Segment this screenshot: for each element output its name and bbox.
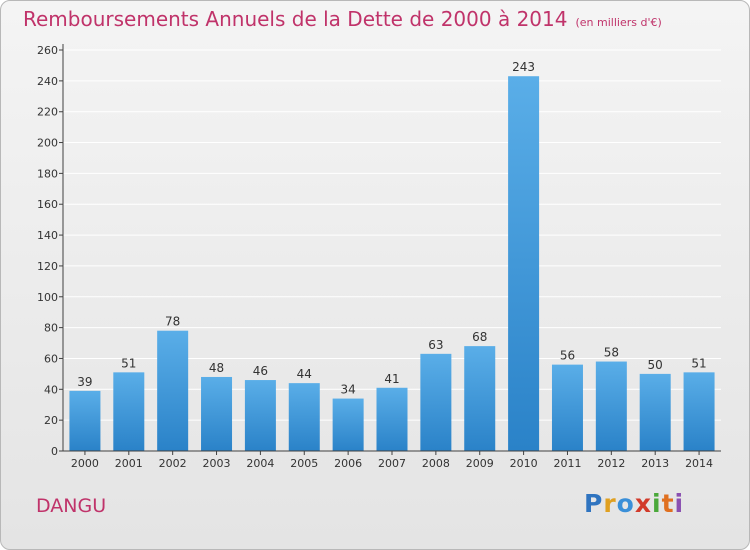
x-tick-label: 2011: [553, 457, 581, 470]
y-tick-label: 140: [37, 229, 58, 242]
bar-2012: [595, 361, 627, 451]
bar-2007: [376, 387, 408, 451]
data-label: 78: [165, 315, 180, 329]
bar-2001: [113, 372, 145, 451]
bar-2002: [157, 330, 189, 451]
data-label: 46: [253, 364, 268, 378]
y-tick-label: 160: [37, 198, 58, 211]
y-tick-label: 60: [44, 352, 58, 365]
chart-unit: (en milliers d'€): [575, 16, 662, 29]
x-tick-label: 2002: [159, 457, 187, 470]
y-tick-label: 180: [37, 167, 58, 180]
y-tick-label: 240: [37, 75, 58, 88]
data-label: 41: [384, 372, 399, 386]
data-label: 50: [648, 358, 663, 372]
y-tick-label: 200: [37, 137, 58, 150]
y-tick-label: 20: [44, 414, 58, 427]
y-tick-label: 260: [37, 44, 58, 57]
x-tick-label: 2014: [685, 457, 713, 470]
data-label: 58: [604, 346, 619, 360]
x-tick-label: 2000: [71, 457, 99, 470]
x-tick-label: 2008: [422, 457, 450, 470]
bar-2003: [201, 376, 233, 451]
bar-2005: [288, 383, 320, 451]
x-tick-label: 2001: [115, 457, 143, 470]
data-label: 243: [512, 60, 535, 74]
x-tick-label: 2009: [466, 457, 494, 470]
x-tick-label: 2004: [246, 457, 274, 470]
data-label: 48: [209, 361, 224, 375]
bar-2006: [332, 398, 364, 451]
x-tick-label: 2007: [378, 457, 406, 470]
y-tick-label: 40: [44, 383, 58, 396]
proxiti-logo: Proxiti: [584, 489, 685, 518]
x-tick-label: 2012: [597, 457, 625, 470]
bar-2011: [551, 364, 583, 451]
y-tick-label: 220: [37, 106, 58, 119]
data-label: 68: [472, 330, 487, 344]
bar-2008: [420, 353, 452, 451]
bar-2009: [464, 346, 496, 451]
y-tick-label: 80: [44, 322, 58, 335]
bar-2000: [69, 390, 101, 451]
x-tick-label: 2006: [334, 457, 362, 470]
bar-2004: [244, 380, 276, 451]
data-label: 44: [297, 367, 312, 381]
data-label: 34: [340, 383, 355, 397]
bar-2010: [508, 76, 540, 451]
y-tick-label: 120: [37, 260, 58, 273]
chart-title: Remboursements Annuels de la Dette de 20…: [23, 7, 662, 31]
x-tick-label: 2005: [290, 457, 318, 470]
commune-name: DANGU: [36, 495, 107, 517]
bar-2014: [683, 372, 715, 451]
data-label: 39: [77, 375, 92, 389]
x-tick-label: 2003: [203, 457, 231, 470]
data-label: 51: [691, 356, 706, 370]
chart-title-text: Remboursements Annuels de la Dette de 20…: [23, 7, 568, 31]
x-tick-label: 2010: [510, 457, 538, 470]
y-tick-label: 100: [37, 291, 58, 304]
x-tick-label: 2013: [641, 457, 669, 470]
data-label: 51: [121, 356, 136, 370]
y-tick-label: 0: [51, 445, 58, 458]
data-label: 56: [560, 349, 575, 363]
bar-2013: [639, 373, 671, 451]
data-label: 63: [428, 338, 443, 352]
